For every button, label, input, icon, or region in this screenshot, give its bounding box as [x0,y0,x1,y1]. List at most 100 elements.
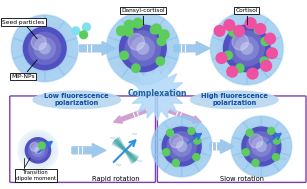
Circle shape [235,64,244,72]
Wedge shape [194,122,210,140]
Wedge shape [12,38,23,59]
Wedge shape [182,116,200,130]
Circle shape [124,20,134,30]
Circle shape [83,23,90,31]
Circle shape [247,68,258,79]
Circle shape [17,21,72,76]
Wedge shape [212,56,232,78]
Circle shape [117,26,126,36]
Wedge shape [273,153,290,171]
Text: Low fluorescence
polarization: Low fluorescence polarization [45,93,109,106]
Wedge shape [270,37,283,60]
Wedge shape [45,67,64,81]
Wedge shape [153,153,170,171]
Circle shape [34,38,56,59]
Circle shape [249,134,263,148]
Wedge shape [164,163,182,177]
Circle shape [157,37,166,46]
Circle shape [29,32,61,64]
Text: MIP-NPs: MIP-NPs [12,74,35,79]
Circle shape [132,64,140,72]
Wedge shape [233,122,249,140]
Ellipse shape [33,91,121,109]
Circle shape [224,51,232,60]
Wedge shape [166,37,179,60]
Wedge shape [244,163,261,177]
Circle shape [10,14,79,83]
Text: Slow rotation: Slow rotation [220,176,264,181]
Circle shape [156,57,165,65]
Text: ~: ~ [130,130,137,139]
Circle shape [151,115,213,177]
Circle shape [163,149,170,156]
Circle shape [268,127,274,134]
Circle shape [29,141,47,160]
Circle shape [260,57,268,65]
Circle shape [125,28,133,36]
Circle shape [230,115,293,177]
Polygon shape [80,42,116,55]
FancyBboxPatch shape [10,96,155,182]
Circle shape [274,137,280,144]
Circle shape [267,48,278,59]
Circle shape [128,34,145,50]
Wedge shape [247,12,268,29]
Wedge shape [58,55,76,75]
Polygon shape [114,109,146,123]
Circle shape [125,31,160,66]
Circle shape [261,60,272,71]
Circle shape [216,53,227,64]
Polygon shape [72,144,106,157]
Circle shape [131,37,154,60]
Text: High fluorescence
polarization: High fluorescence polarization [201,93,268,106]
Text: Rapid rotation: Rapid rotation [92,176,139,181]
Wedge shape [13,55,32,75]
Circle shape [193,154,200,161]
Circle shape [72,27,80,35]
Wedge shape [157,19,177,41]
Circle shape [159,30,169,40]
Wedge shape [281,137,291,156]
Circle shape [227,66,238,77]
Wedge shape [45,15,64,30]
Circle shape [39,43,50,54]
Wedge shape [66,38,78,59]
Wedge shape [25,15,45,30]
Circle shape [80,31,87,39]
Circle shape [38,142,45,149]
Circle shape [233,118,290,175]
Circle shape [32,144,44,157]
Wedge shape [261,19,281,41]
Circle shape [152,24,161,34]
Circle shape [18,130,58,170]
Wedge shape [108,19,128,41]
Circle shape [241,43,253,54]
Circle shape [167,129,173,136]
Wedge shape [143,12,164,29]
Circle shape [172,160,179,167]
Circle shape [246,129,253,136]
Wedge shape [122,12,143,29]
Circle shape [133,18,143,28]
Circle shape [194,137,201,144]
Circle shape [242,149,249,156]
Wedge shape [247,68,268,84]
Circle shape [113,18,173,79]
Text: Complexation: Complexation [128,88,187,98]
Text: Dansyl-cortisol: Dansyl-cortisol [121,8,165,13]
Circle shape [242,127,281,166]
Circle shape [261,37,270,46]
Wedge shape [244,116,261,130]
Circle shape [157,121,207,172]
Text: Seed particles: Seed particles [2,20,45,25]
Circle shape [35,147,41,153]
Polygon shape [210,140,234,153]
Circle shape [252,137,271,156]
Wedge shape [194,153,210,171]
Circle shape [172,137,191,156]
Circle shape [224,20,235,30]
Circle shape [256,142,266,151]
Circle shape [188,127,195,134]
Circle shape [216,18,277,79]
Wedge shape [231,137,242,156]
